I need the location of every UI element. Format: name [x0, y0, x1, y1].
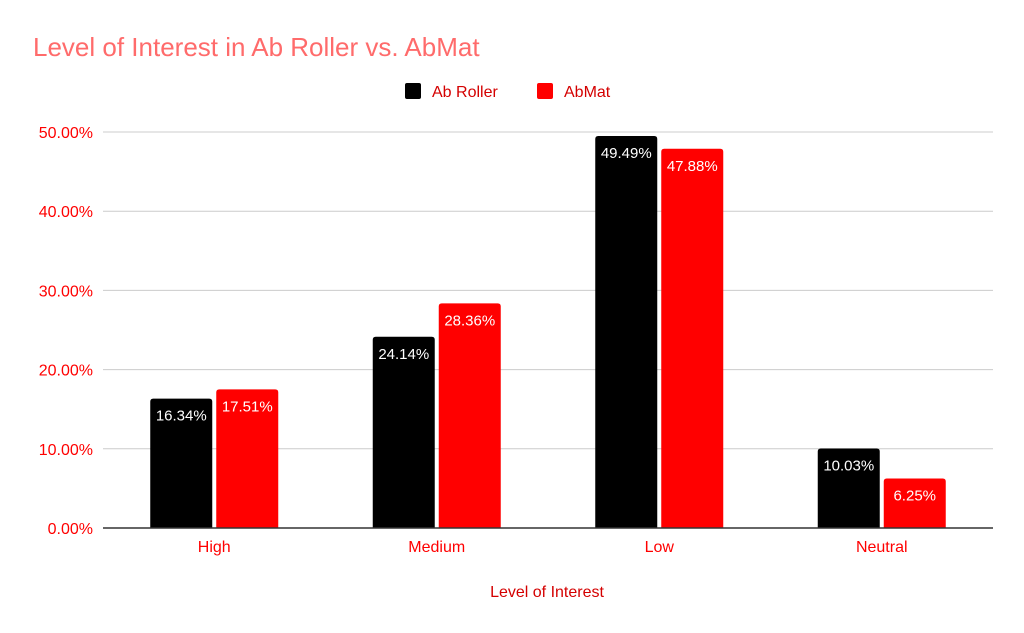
data-label: 17.51%: [222, 398, 273, 415]
data-label: 47.88%: [667, 158, 718, 175]
chart-title: Level of Interest in Ab Roller vs. AbMat: [33, 32, 480, 62]
data-label: 6.25%: [893, 488, 936, 505]
y-axis-ticks: 0.00% 10.00% 20.00% 30.00% 40.00% 50.00%: [39, 125, 93, 538]
y-tick-label: 20.00%: [39, 363, 93, 380]
bar-abmat-high: [216, 389, 279, 528]
data-labels: 16.34% 17.51% 24.14% 28.36% 49.49% 47.88% 10.0…: [156, 145, 936, 504]
bar-ab-roller-medium: [372, 336, 435, 528]
legend-label: Ab Roller: [432, 84, 498, 101]
bars: [150, 136, 946, 529]
data-label: 10.03%: [823, 458, 874, 475]
data-label: 49.49%: [601, 145, 652, 162]
x-tick-label: Neutral: [856, 539, 908, 556]
x-tick-label: Low: [645, 539, 675, 556]
bar-ab-roller-neutral: [817, 448, 880, 528]
legend-swatch-abmat: [537, 83, 553, 99]
x-tick-label: Medium: [408, 539, 465, 556]
bar-ab-roller-low: [595, 136, 658, 529]
y-tick-label: 50.00%: [39, 125, 93, 142]
bar-abmat-medium: [438, 303, 501, 528]
data-label: 28.36%: [444, 312, 495, 329]
x-tick-label: High: [198, 539, 231, 556]
y-tick-label: 10.00%: [39, 442, 93, 459]
x-axis-ticks: High Medium Low Neutral: [198, 539, 908, 556]
data-label: 16.34%: [156, 408, 207, 425]
y-tick-label: 30.00%: [39, 283, 93, 300]
legend-swatch-ab-roller: [405, 83, 421, 99]
bar-ab-roller-high: [150, 398, 213, 528]
legend: Ab Roller AbMat: [405, 83, 611, 101]
data-label: 24.14%: [378, 346, 429, 363]
y-tick-label: 40.00%: [39, 204, 93, 221]
x-axis-label: Level of Interest: [490, 584, 604, 601]
bar-abmat-neutral: [883, 478, 946, 528]
legend-label: AbMat: [564, 84, 611, 101]
bar-abmat-low: [661, 148, 724, 528]
y-tick-label: 0.00%: [48, 521, 93, 538]
